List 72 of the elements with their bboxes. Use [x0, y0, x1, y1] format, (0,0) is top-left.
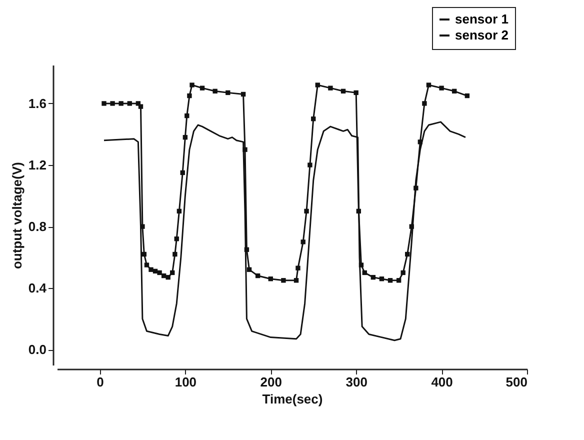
- point: [172, 252, 178, 257]
- y-tick-label: 1.6: [28, 96, 46, 111]
- point: [200, 86, 205, 90]
- x-tick-label: 400: [431, 374, 453, 390]
- y-tick-label: 1.2: [28, 158, 46, 172]
- point: [311, 116, 316, 122]
- point: [148, 267, 154, 272]
- point: [379, 276, 384, 282]
- point: [110, 101, 115, 106]
- point: [170, 270, 175, 276]
- point: [370, 274, 376, 280]
- point: [246, 267, 252, 272]
- point: [212, 88, 218, 94]
- point: [464, 93, 470, 98]
- x-tick-label: 200: [260, 374, 282, 390]
- point: [157, 270, 162, 276]
- point: [354, 90, 358, 96]
- point: [166, 274, 170, 280]
- point: [268, 276, 273, 282]
- y-tick-label: 0.0: [28, 342, 46, 358]
- point: [400, 270, 406, 276]
- point: [308, 162, 312, 168]
- point: [409, 224, 414, 229]
- point: [255, 273, 260, 278]
- point: [414, 186, 418, 190]
- point: [452, 88, 457, 94]
- point: [187, 93, 192, 98]
- point: [439, 86, 444, 90]
- point: [240, 92, 246, 97]
- point: [142, 252, 147, 257]
- point: [362, 270, 367, 276]
- point: [184, 113, 190, 118]
- point: [356, 208, 361, 214]
- point: [138, 104, 144, 109]
- x-tick-label: 100: [174, 374, 197, 390]
- point: [418, 140, 423, 144]
- point: [300, 240, 306, 244]
- legend-label: sensor 2: [455, 28, 508, 42]
- point: [304, 208, 309, 214]
- point: [176, 208, 182, 214]
- point: [226, 90, 230, 96]
- legend-label: sensor 1: [455, 12, 508, 26]
- point: [102, 101, 106, 106]
- point: [426, 82, 432, 88]
- point: [182, 134, 188, 140]
- point: [315, 82, 320, 88]
- point: [294, 278, 299, 283]
- point: [340, 88, 346, 94]
- point: [422, 101, 427, 106]
- point: [388, 278, 393, 283]
- point: [144, 262, 150, 268]
- y-tick-label: 0.4: [28, 280, 48, 296]
- x-axis-title: Time(sec): [262, 392, 323, 406]
- point: [405, 252, 410, 257]
- point: [396, 278, 402, 283]
- point: [328, 86, 333, 90]
- point: [244, 247, 250, 252]
- y-axis-title: output voltage(V): [9, 162, 24, 269]
- point: [180, 170, 185, 176]
- point: [118, 101, 124, 106]
- y-tick-label: 0.8: [28, 219, 46, 234]
- point: [190, 82, 194, 88]
- x-tick-label: 0: [96, 374, 104, 390]
- point: [281, 278, 286, 283]
- point: [296, 266, 300, 270]
- x-tick-label: 300: [346, 374, 368, 390]
- point: [140, 224, 145, 229]
- point: [242, 147, 248, 152]
- point: [358, 262, 364, 268]
- x-tick-label: 500: [506, 374, 528, 390]
- point: [174, 236, 179, 242]
- point: [127, 101, 132, 106]
